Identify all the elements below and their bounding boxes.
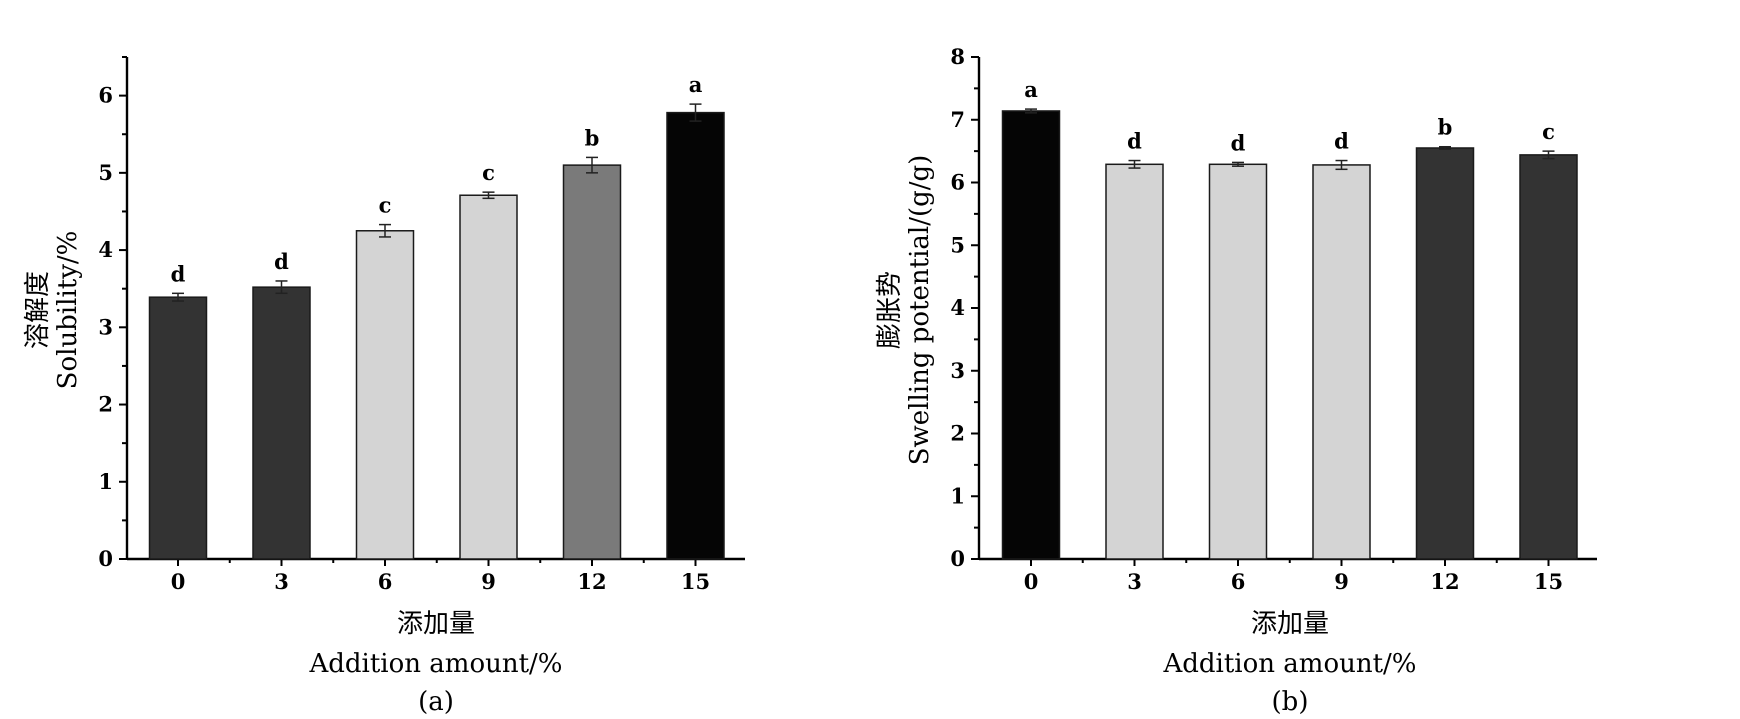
- bar-0: [148, 296, 208, 560]
- significance-label: b: [585, 125, 600, 150]
- y-tick-label: 5: [950, 232, 965, 257]
- x-tick-label: 6: [378, 569, 393, 594]
- y-tick-label: 0: [950, 546, 965, 571]
- chart-b-xlabel-en: Addition amount/%: [1162, 649, 1416, 679]
- chart-b-ylabel-en: Swelling potential/(g/g): [905, 155, 935, 466]
- x-tick-label: 12: [577, 569, 606, 594]
- y-tick-label: 3: [98, 314, 113, 339]
- y-tick-label: 3: [950, 358, 965, 383]
- bar-3: [252, 286, 311, 560]
- bar-6: [1208, 163, 1268, 560]
- y-tick-label: 2: [950, 421, 965, 446]
- x-tick-label: 12: [1430, 569, 1459, 594]
- significance-label: c: [482, 160, 495, 185]
- x-tick-label: 0: [1024, 569, 1039, 594]
- significance-label: a: [1024, 77, 1038, 102]
- x-tick-label: 0: [171, 569, 186, 594]
- significance-label: b: [1438, 115, 1453, 140]
- bar-15: [1519, 154, 1578, 560]
- bar-3: [1105, 163, 1164, 560]
- chart-a-panel-label: (a): [418, 687, 454, 717]
- chart-b-axes: [971, 56, 1597, 566]
- chart-a-ylabel-cn: 溶解度: [23, 271, 53, 349]
- chart-b-ylabel-cn: 膨胀势: [875, 271, 905, 349]
- y-tick-label: 6: [950, 170, 965, 195]
- y-tick-label: 8: [950, 44, 965, 69]
- chart-a-xlabel-en: Addition amount/%: [308, 649, 562, 679]
- y-tick-label: 2: [98, 392, 113, 417]
- significance-label: d: [274, 249, 289, 274]
- chart-b-bars: [1001, 110, 1578, 560]
- chart-a-significance-labels: d d c c b a: [171, 72, 703, 286]
- significance-label: c: [379, 193, 392, 218]
- chart-a-bars: [148, 111, 725, 560]
- significance-label: d: [1127, 129, 1142, 154]
- significance-label: a: [689, 72, 703, 97]
- y-tick-label: 5: [98, 160, 113, 185]
- y-tick-label: 4: [98, 237, 113, 262]
- bar-12: [562, 164, 622, 560]
- y-tick-label: 0: [98, 546, 113, 571]
- chart-a-error-bars: [172, 103, 702, 302]
- chart-b-error-bars: [1025, 108, 1555, 171]
- significance-label: d: [1231, 130, 1246, 155]
- chart-a-ylabel-en: Solubility/%: [53, 231, 83, 390]
- bar-6: [355, 230, 415, 560]
- significance-label: c: [1542, 119, 1555, 144]
- bar-9: [459, 194, 518, 560]
- y-tick-label: 6: [98, 83, 113, 108]
- x-tick-label: 9: [481, 569, 496, 594]
- x-tick-label: 15: [1534, 569, 1563, 594]
- bar-15: [666, 111, 725, 560]
- x-tick-label: 15: [681, 569, 710, 594]
- significance-label: d: [1334, 129, 1349, 154]
- chart-b-xlabel-cn: 添加量: [1251, 609, 1329, 639]
- significance-label: d: [171, 261, 186, 286]
- x-tick-label: 3: [274, 569, 289, 594]
- chart-b-significance-labels: a d d d b c: [1024, 77, 1555, 155]
- y-tick-label: 1: [98, 469, 113, 494]
- bar-9: [1312, 164, 1371, 560]
- y-tick-label: 4: [950, 295, 965, 320]
- chart-a-xlabel-cn: 添加量: [397, 609, 475, 639]
- x-tick-label: 6: [1231, 569, 1246, 594]
- bar-12: [1415, 147, 1475, 560]
- chart-a-axes: [119, 56, 745, 566]
- x-tick-label: 9: [1334, 569, 1349, 594]
- chart-b-panel-label: (b): [1272, 687, 1309, 717]
- bar-0: [1001, 110, 1061, 560]
- y-tick-label: 7: [950, 107, 965, 132]
- y-tick-label: 1: [950, 483, 965, 508]
- x-tick-label: 3: [1127, 569, 1142, 594]
